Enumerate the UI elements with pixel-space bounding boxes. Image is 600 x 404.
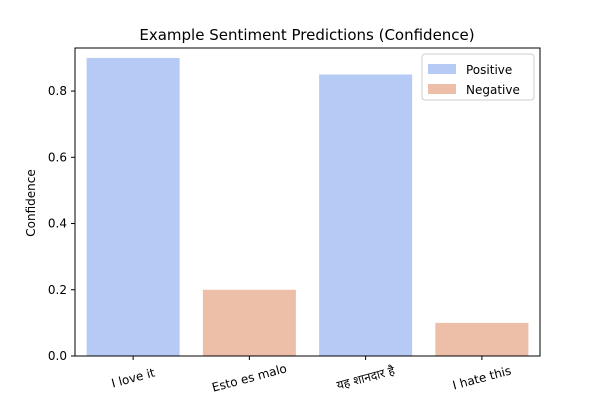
bar-4 xyxy=(435,322,529,356)
plot-frame xyxy=(74,47,541,357)
y-tick-label: 0.8 xyxy=(48,84,67,98)
y-tick-label: 0.6 xyxy=(48,150,67,164)
y-tick-label: 0.0 xyxy=(48,349,67,363)
x-tick-label: यह शानदार है xyxy=(335,363,397,392)
legend-swatch-positive xyxy=(428,64,456,74)
chart-title: Example Sentiment Predictions (Confidenc… xyxy=(139,26,474,44)
y-tick-label: 0.2 xyxy=(48,283,67,297)
legend-swatch-negative xyxy=(428,84,456,94)
legend: Positive Negative xyxy=(421,53,535,101)
legend-label-negative: Negative xyxy=(466,83,520,97)
y-tick-label: 0.4 xyxy=(48,217,67,231)
legend-label-positive: Positive xyxy=(466,63,512,77)
x-tick-label: Esto es malo xyxy=(210,361,288,394)
y-axis-label: Confidence xyxy=(24,169,38,236)
bar-2 xyxy=(202,289,296,356)
x-tick-label: I love it xyxy=(110,365,157,390)
bar-1 xyxy=(86,57,180,356)
bar-3 xyxy=(319,74,413,356)
x-tick-label: I hate this xyxy=(451,363,513,392)
bars-layer xyxy=(86,57,529,356)
